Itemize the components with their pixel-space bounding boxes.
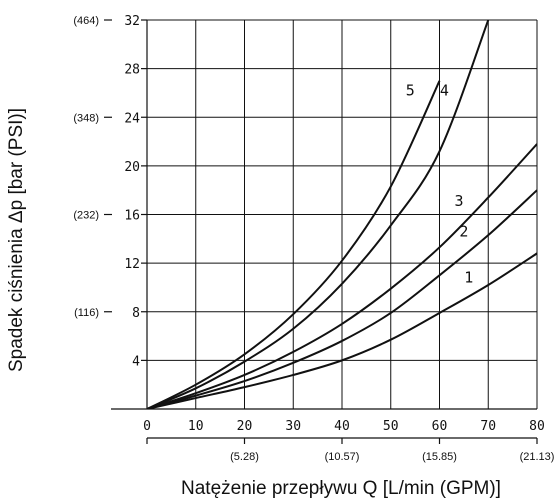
x-tick-label: 80 [529, 419, 545, 434]
curves [147, 20, 537, 409]
axes [104, 19, 538, 444]
x-tick-label: 10 [188, 419, 204, 434]
x-secondary-tick-label: (5.28) [230, 451, 259, 463]
x-tick-label: 50 [383, 419, 399, 434]
curve-3 [147, 143, 537, 409]
x-tick-label: 20 [237, 419, 253, 434]
curve-label-3: 3 [454, 192, 463, 210]
labels: (5.28) (10.57) (15.85) (21.13) 0 10 20 30 40 50 60… [73, 14, 554, 463]
x-tick-label: 60 [432, 419, 448, 434]
curve-1 [147, 252, 537, 409]
y-tick-label: 24 [124, 111, 140, 126]
y-tick-label: 8 [132, 306, 140, 321]
y-tick-label: 28 [124, 63, 140, 78]
y-tick-label: 4 [132, 354, 140, 369]
x-secondary-tick-label: (10.57) [325, 451, 360, 463]
y-tick-label: 12 [124, 257, 140, 272]
curve-label-2: 2 [459, 222, 468, 240]
y-tick-label: 20 [124, 160, 140, 175]
curve-5 [147, 80, 441, 409]
curve-label-5: 5 [406, 81, 415, 99]
grid [147, 19, 538, 409]
curve-label-1: 1 [464, 269, 473, 287]
y-secondary-tick-label: (116) [74, 307, 99, 319]
x-secondary-tick-label: (15.85) [422, 451, 457, 463]
curve-label-4: 4 [440, 81, 449, 99]
y-tick-label: 16 [124, 209, 140, 224]
y-secondary-tick-label: (232) [73, 210, 99, 222]
y-secondary-tick-label: (348) [73, 112, 99, 124]
x-tick-label: 30 [285, 419, 301, 434]
y-secondary-tick-label: (464) [73, 15, 99, 27]
x-secondary-tick-label: (21.13) [520, 451, 555, 463]
x-tick-label: 40 [334, 419, 350, 434]
x-axis-title: Natężenie przepływu Q [L/min (GPM)] [181, 478, 501, 499]
y-axis-title: Spadek ciśnienia Δp [bar (PSI)] [6, 108, 27, 372]
curve-2 [147, 189, 537, 409]
x-tick-label: 0 [143, 419, 151, 434]
curve-4 [147, 20, 490, 409]
y-tick-label: 32 [124, 14, 140, 29]
x-tick-label: 70 [480, 419, 496, 434]
